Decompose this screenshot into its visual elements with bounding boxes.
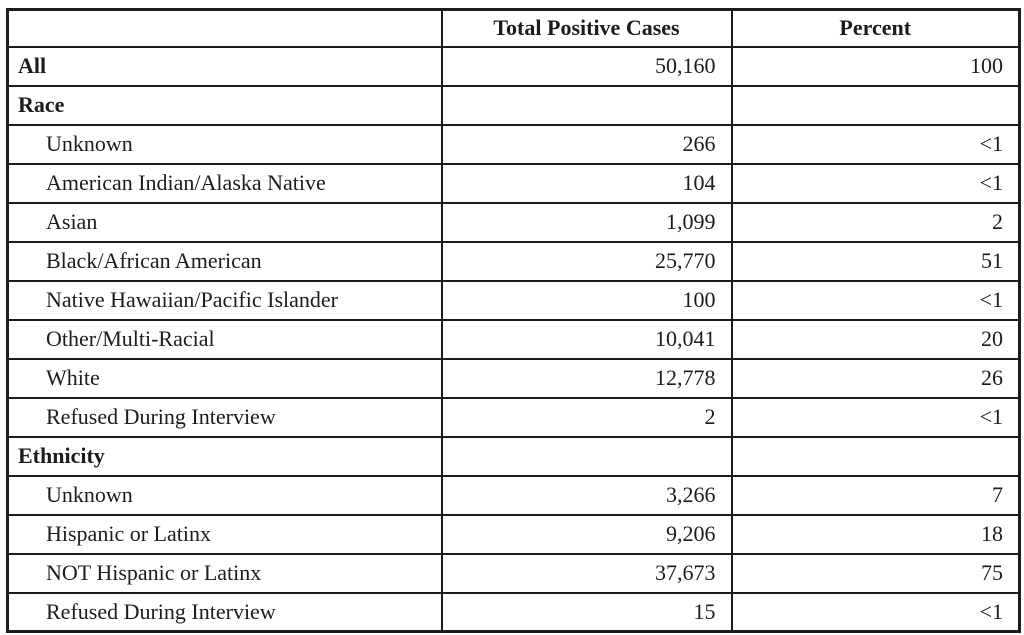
row-percent: <1: [730, 396, 1021, 438]
table-row-white: White 12,778 26: [6, 357, 1021, 399]
row-label: Hispanic or Latinx: [6, 513, 443, 555]
row-cases: 9,206: [440, 513, 733, 555]
table-row-other-multi-racial: Other/Multi-Racial 10,041 20: [6, 318, 1021, 360]
row-percent: 2: [730, 201, 1021, 243]
header-category: [6, 8, 443, 48]
row-cases: [440, 84, 733, 126]
table-row-race-refused-during-interview: Refused During Interview 2 <1: [6, 396, 1021, 438]
row-cases: 10,041: [440, 318, 733, 360]
row-label: Black/African American: [6, 240, 443, 282]
table-row-american-indian-alaska-native: American Indian/Alaska Native 104 <1: [6, 162, 1021, 204]
row-label: All: [6, 45, 443, 87]
row-cases: 50,160: [440, 45, 733, 87]
row-cases: 1,099: [440, 201, 733, 243]
row-percent: [730, 84, 1021, 126]
row-label: Other/Multi-Racial: [6, 318, 443, 360]
row-label: Race: [6, 84, 443, 126]
row-cases: 15: [440, 591, 733, 633]
row-percent: <1: [730, 162, 1021, 204]
row-label: Asian: [6, 201, 443, 243]
row-label: Unknown: [6, 123, 443, 165]
positive-cases-demographics-table: Total Positive Cases Percent All 50,160 …: [6, 8, 1021, 633]
row-cases: 37,673: [440, 552, 733, 594]
section-row-race: Race: [6, 84, 1021, 126]
row-percent: 51: [730, 240, 1021, 282]
row-label: Unknown: [6, 474, 443, 516]
row-cases: 104: [440, 162, 733, 204]
table-row-not-hispanic-or-latinx: NOT Hispanic or Latinx 37,673 75: [6, 552, 1021, 594]
row-percent: 100: [730, 45, 1021, 87]
row-label: NOT Hispanic or Latinx: [6, 552, 443, 594]
row-percent: 20: [730, 318, 1021, 360]
row-label: Native Hawaiian/Pacific Islander: [6, 279, 443, 321]
table-row-native-hawaiian-pacific-islander: Native Hawaiian/Pacific Islander 100 <1: [6, 279, 1021, 321]
row-percent: 26: [730, 357, 1021, 399]
header-percent: Percent: [730, 8, 1021, 48]
row-cases: 2: [440, 396, 733, 438]
row-cases: 3,266: [440, 474, 733, 516]
row-cases: 25,770: [440, 240, 733, 282]
table-row-ethnicity-unknown: Unknown 3,266 7: [6, 474, 1021, 516]
table-row-all: All 50,160 100: [6, 45, 1021, 87]
row-percent: <1: [730, 279, 1021, 321]
header-row: Total Positive Cases Percent: [6, 8, 1021, 48]
row-label: White: [6, 357, 443, 399]
row-cases: [440, 435, 733, 477]
table-row-hispanic-or-latinx: Hispanic or Latinx 9,206 18: [6, 513, 1021, 555]
row-percent: 18: [730, 513, 1021, 555]
row-cases: 266: [440, 123, 733, 165]
row-cases: 12,778: [440, 357, 733, 399]
row-percent: [730, 435, 1021, 477]
table-row-asian: Asian 1,099 2: [6, 201, 1021, 243]
row-label: American Indian/Alaska Native: [6, 162, 443, 204]
row-label: Ethnicity: [6, 435, 443, 477]
table-row-race-unknown: Unknown 266 <1: [6, 123, 1021, 165]
row-percent: <1: [730, 591, 1021, 633]
header-total-positive-cases: Total Positive Cases: [440, 8, 733, 48]
row-cases: 100: [440, 279, 733, 321]
row-percent: <1: [730, 123, 1021, 165]
section-row-ethnicity: Ethnicity: [6, 435, 1021, 477]
row-percent: 7: [730, 474, 1021, 516]
row-label: Refused During Interview: [6, 396, 443, 438]
row-percent: 75: [730, 552, 1021, 594]
table-row-black-african-american: Black/African American 25,770 51: [6, 240, 1021, 282]
row-label: Refused During Interview: [6, 591, 443, 633]
table-row-ethnicity-refused-during-interview: Refused During Interview 15 <1: [6, 591, 1021, 633]
